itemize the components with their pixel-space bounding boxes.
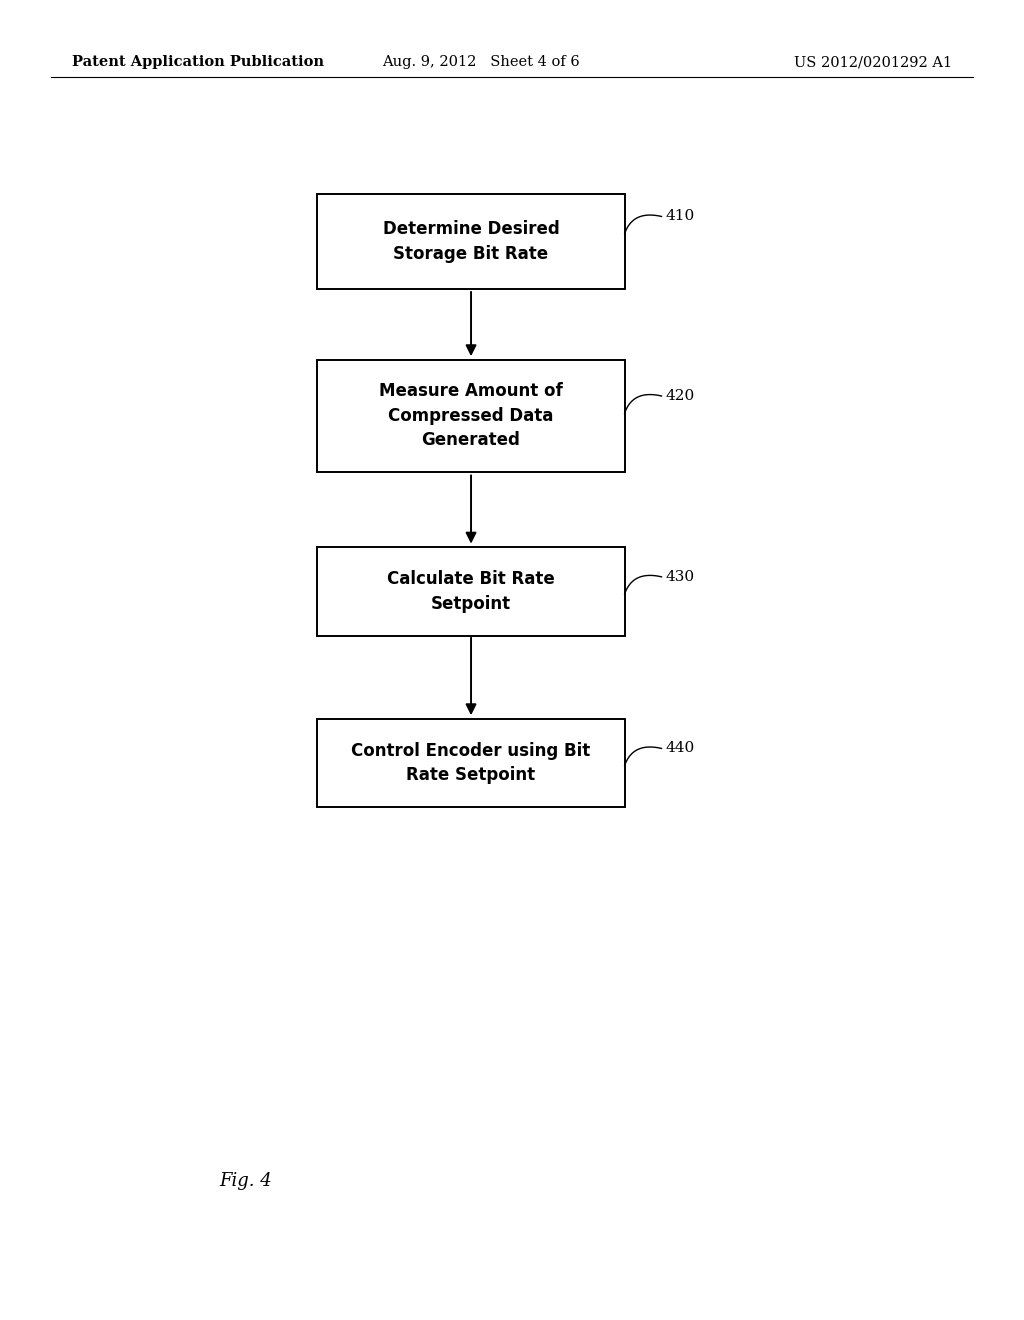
Text: Determine Desired
Storage Bit Rate: Determine Desired Storage Bit Rate xyxy=(383,220,559,263)
Text: US 2012/0201292 A1: US 2012/0201292 A1 xyxy=(795,55,952,70)
Text: 420: 420 xyxy=(666,389,695,403)
Text: Control Encoder using Bit
Rate Setpoint: Control Encoder using Bit Rate Setpoint xyxy=(351,742,591,784)
Text: Patent Application Publication: Patent Application Publication xyxy=(72,55,324,70)
Text: 410: 410 xyxy=(666,210,695,223)
Text: 430: 430 xyxy=(666,570,694,583)
Bar xyxy=(317,718,625,808)
Bar xyxy=(317,194,625,289)
Text: Calculate Bit Rate
Setpoint: Calculate Bit Rate Setpoint xyxy=(387,570,555,612)
Bar xyxy=(317,359,625,471)
Text: Aug. 9, 2012   Sheet 4 of 6: Aug. 9, 2012 Sheet 4 of 6 xyxy=(382,55,581,70)
Bar xyxy=(317,546,625,635)
Text: Fig. 4: Fig. 4 xyxy=(219,1172,272,1191)
Text: Measure Amount of
Compressed Data
Generated: Measure Amount of Compressed Data Genera… xyxy=(379,383,563,449)
Text: 440: 440 xyxy=(666,742,695,755)
